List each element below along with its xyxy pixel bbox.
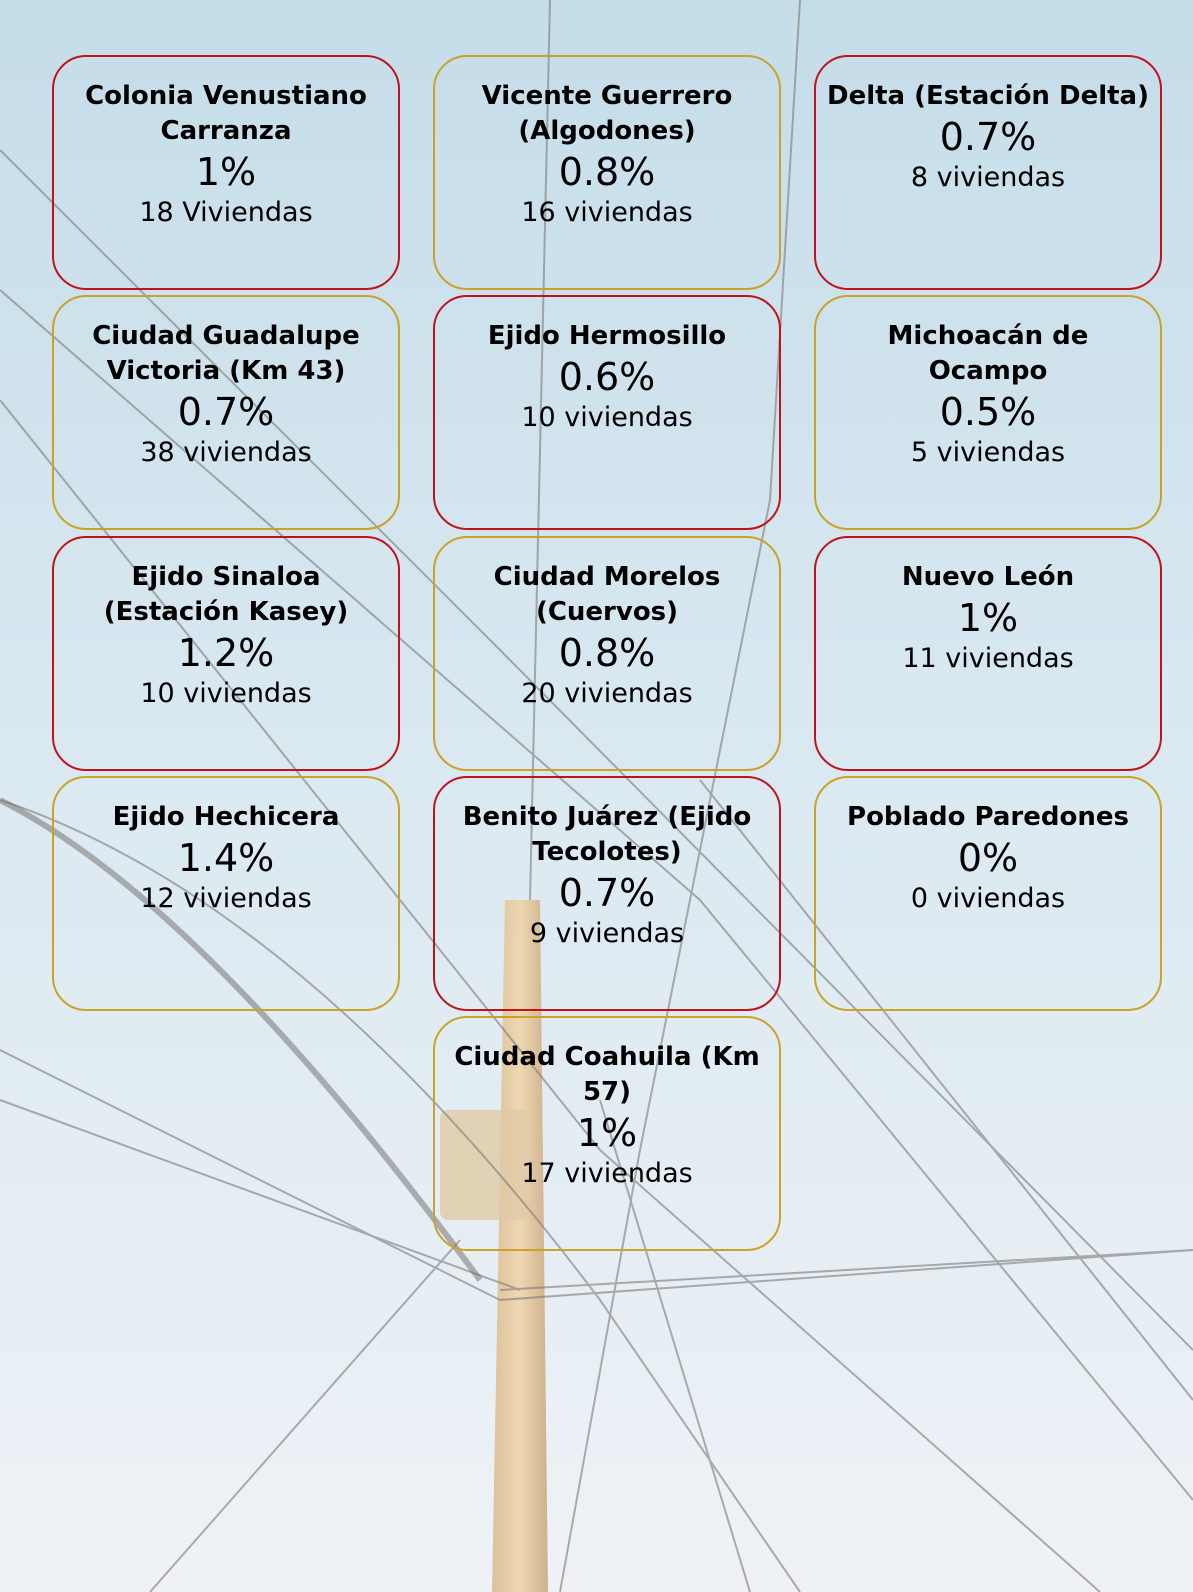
page: {"cards": [ {"name": "Colonia Venustiano…: [0, 0, 1193, 1592]
card-households: 8 viviendas: [824, 160, 1152, 196]
card-percent: 0.7%: [62, 389, 390, 435]
card: Ejido Sinaloa (Estación Kasey)1.2%10 viv…: [52, 536, 400, 771]
card-households: 11 viviendas: [824, 641, 1152, 677]
card-households: 9 viviendas: [443, 916, 771, 952]
card-percent: 0%: [824, 835, 1152, 881]
card-households: 10 viviendas: [443, 400, 771, 436]
card-percent: 0.8%: [443, 630, 771, 676]
card: Ciudad Morelos (Cuervos)0.8%20 viviendas: [433, 536, 781, 771]
card-name: Nuevo León: [824, 560, 1152, 595]
card: Ciudad Coahuila (Km 57)1%17 viviendas: [433, 1016, 781, 1251]
card-percent: 1%: [62, 149, 390, 195]
card-percent: 0.8%: [443, 149, 771, 195]
card: Delta (Estación Delta)0.7%8 viviendas: [814, 55, 1162, 290]
card-households: 20 viviendas: [443, 676, 771, 712]
card-name: Colonia Venustiano Carranza: [62, 79, 390, 149]
card-percent: 1%: [824, 595, 1152, 641]
card-percent: 0.6%: [443, 354, 771, 400]
card-name: Delta (Estación Delta): [824, 79, 1152, 114]
card-percent: 1.2%: [62, 630, 390, 676]
card-households: 16 viviendas: [443, 195, 771, 231]
card: Benito Juárez (Ejido Tecolotes)0.7%9 viv…: [433, 776, 781, 1011]
card: Vicente Guerrero (Algodones)0.8%16 vivie…: [433, 55, 781, 290]
card-name: Ejido Sinaloa (Estación Kasey): [62, 560, 390, 630]
card-name: Vicente Guerrero (Algodones): [443, 79, 771, 149]
card-name: Ciudad Morelos (Cuervos): [443, 560, 771, 630]
card-name: Ciudad Guadalupe Victoria (Km 43): [62, 319, 390, 389]
card: Ciudad Guadalupe Victoria (Km 43)0.7%38 …: [52, 295, 400, 530]
card-name: Benito Juárez (Ejido Tecolotes): [443, 800, 771, 870]
card-name: Ejido Hechicera: [62, 800, 390, 835]
card-percent: 0.7%: [443, 870, 771, 916]
card-households: 10 viviendas: [62, 676, 390, 712]
card-name: Michoacán de Ocampo: [824, 319, 1152, 389]
card-households: 12 viviendas: [62, 881, 390, 917]
card-households: 0 viviendas: [824, 881, 1152, 917]
card-percent: 1%: [443, 1110, 771, 1156]
card-name: Poblado Paredones: [824, 800, 1152, 835]
card-name: Ciudad Coahuila (Km 57): [443, 1040, 771, 1110]
card-percent: 0.5%: [824, 389, 1152, 435]
card-percent: 1.4%: [62, 835, 390, 881]
card-households: 5 viviendas: [824, 435, 1152, 471]
card-households: 17 viviendas: [443, 1156, 771, 1192]
card-percent: 0.7%: [824, 114, 1152, 160]
card-households: 38 viviendas: [62, 435, 390, 471]
card-households: 18 Viviendas: [62, 195, 390, 231]
card-name: Ejido Hermosillo: [443, 319, 771, 354]
